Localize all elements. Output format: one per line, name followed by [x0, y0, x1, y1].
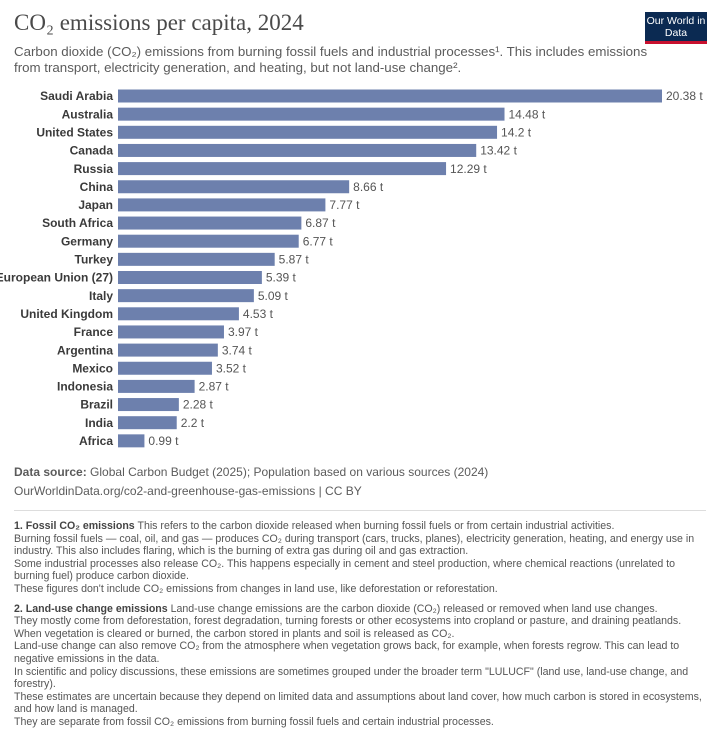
bar [118, 379, 195, 393]
chart-subtitle: Carbon dioxide (CO₂) emissions from burn… [14, 44, 648, 75]
note-paragraph: In scientific and policy discussions, th… [14, 666, 706, 691]
note-paragraph: These figures don't include CO₂ emission… [14, 583, 706, 596]
category-label: United States [36, 125, 113, 139]
bar [118, 434, 145, 448]
value-label: 2.87 t [199, 380, 230, 394]
value-label: 2.2 t [181, 416, 205, 430]
notes: 1. Fossil CO₂ emissions This refers to t… [14, 520, 706, 736]
category-label: India [85, 416, 113, 430]
category-label: China [80, 180, 114, 194]
note-title: 1. Fossil CO₂ emissions [14, 520, 135, 532]
bar [118, 343, 218, 357]
bar [118, 234, 299, 248]
note-text: In scientific and policy discussions, th… [14, 665, 689, 691]
category-label: Argentina [57, 343, 113, 357]
category-label: Africa [79, 434, 113, 448]
note-paragraph: These estimates are uncertain because th… [14, 691, 706, 716]
chart-title: CO₂ emissions per capita, 2024 [14, 10, 304, 35]
value-label: 3.74 t [222, 343, 253, 357]
value-label: 7.77 t [329, 198, 360, 212]
note-paragraph: They mostly come from deforestation, for… [14, 615, 706, 640]
source: Global Carbon Budget (2025); Population … [90, 465, 489, 479]
value-label: 3.97 t [228, 325, 259, 339]
note-text: Burning fossil fuels — coal, oil, and ga… [14, 532, 695, 558]
bar [118, 289, 254, 303]
category-label: France [74, 325, 114, 339]
category-label: South Africa [42, 216, 113, 230]
value-label: 3.52 t [216, 361, 247, 375]
category-label: Mexico [72, 361, 113, 375]
value-label: 20.38 t [666, 89, 703, 103]
note-paragraph: Some industrial processes also release C… [14, 558, 706, 583]
category-label: Turkey [75, 253, 114, 267]
category-label: Australia [62, 107, 114, 121]
category-label: European Union (27) [0, 271, 113, 285]
note-paragraph: 1. Fossil CO₂ emissions This refers to t… [14, 520, 706, 533]
category-label: Russia [74, 162, 114, 176]
chart: Saudi Arabia 20.38 t Australia 14.48 t Unite… [0, 89, 703, 448]
note-text: Land-use change can also remove CO₂ from… [14, 640, 680, 665]
separator [14, 510, 706, 511]
note-paragraph: They are separate from fossil CO₂ emissi… [14, 716, 706, 729]
value-label: 4.53 t [243, 307, 274, 321]
category-label: Italy [89, 289, 113, 303]
logo[interactable]: Our World in Data [645, 12, 707, 44]
note: 1. Fossil CO₂ emissions This refers to t… [14, 520, 706, 596]
bar [118, 416, 177, 430]
value-label: 6.77 t [303, 234, 334, 248]
value-label: 5.39 t [266, 271, 297, 285]
note-text: These figures don't include CO₂ emission… [14, 582, 498, 595]
bar [118, 398, 179, 412]
category-label: Saudi Arabia [40, 89, 113, 103]
url[interactable]: OurWorldinData.org/co2-and-greenhouse-ga… [14, 484, 362, 498]
value-label: 14.48 t [509, 107, 546, 121]
value-label: 2.28 t [183, 398, 214, 412]
bar [118, 361, 212, 375]
note-paragraph: 2. Land-use change emissions Land-use ch… [14, 603, 706, 616]
value-label: 12.29 t [450, 162, 487, 176]
bar [118, 89, 662, 103]
value-label: 8.66 t [353, 180, 384, 194]
note-text: These estimates are uncertain because th… [14, 690, 702, 716]
category-label: Germany [61, 234, 113, 248]
bar [118, 307, 239, 321]
bar [118, 252, 275, 266]
value-label: 6.87 t [305, 216, 336, 230]
category-label: Japan [78, 198, 113, 212]
value-label: 5.87 t [279, 253, 310, 267]
bar [118, 107, 505, 121]
bar [118, 325, 224, 339]
bar [118, 271, 262, 284]
source-block: Data source: Global Carbon Budget (2025)… [14, 463, 488, 501]
bar [118, 180, 350, 194]
category-label: Brazil [80, 398, 113, 412]
category-label: United Kingdom [20, 307, 113, 321]
note-text: This refers to the carbon dioxide releas… [137, 520, 615, 532]
note-text: Land-use change emissions are the carbon… [170, 602, 658, 615]
bar [118, 143, 477, 157]
note-text: They mostly come from deforestation, for… [14, 615, 682, 640]
value-label: 5.09 t [258, 289, 289, 303]
category-label: Canada [70, 144, 114, 158]
value-label: 0.99 t [148, 434, 179, 448]
note: 2. Land-use change emissions Land-use ch… [14, 603, 706, 729]
note-paragraph: Burning fossil fuels — coal, oil, and ga… [14, 533, 706, 558]
note-title: 2. Land-use change emissions [14, 602, 168, 615]
note-text: Some industrial processes also release C… [14, 557, 676, 583]
bar [118, 198, 326, 212]
value-label: 13.42 t [480, 144, 517, 158]
note-text: They are separate from fossil CO₂ emissi… [14, 715, 494, 728]
value-label: 14.2 t [501, 125, 532, 139]
bar [118, 216, 302, 230]
note-paragraph: Land-use change can also remove CO₂ from… [14, 640, 706, 665]
bar [118, 162, 447, 176]
source-label: Data source: [14, 465, 87, 479]
category-label: Indonesia [57, 380, 113, 394]
bar [118, 125, 498, 139]
